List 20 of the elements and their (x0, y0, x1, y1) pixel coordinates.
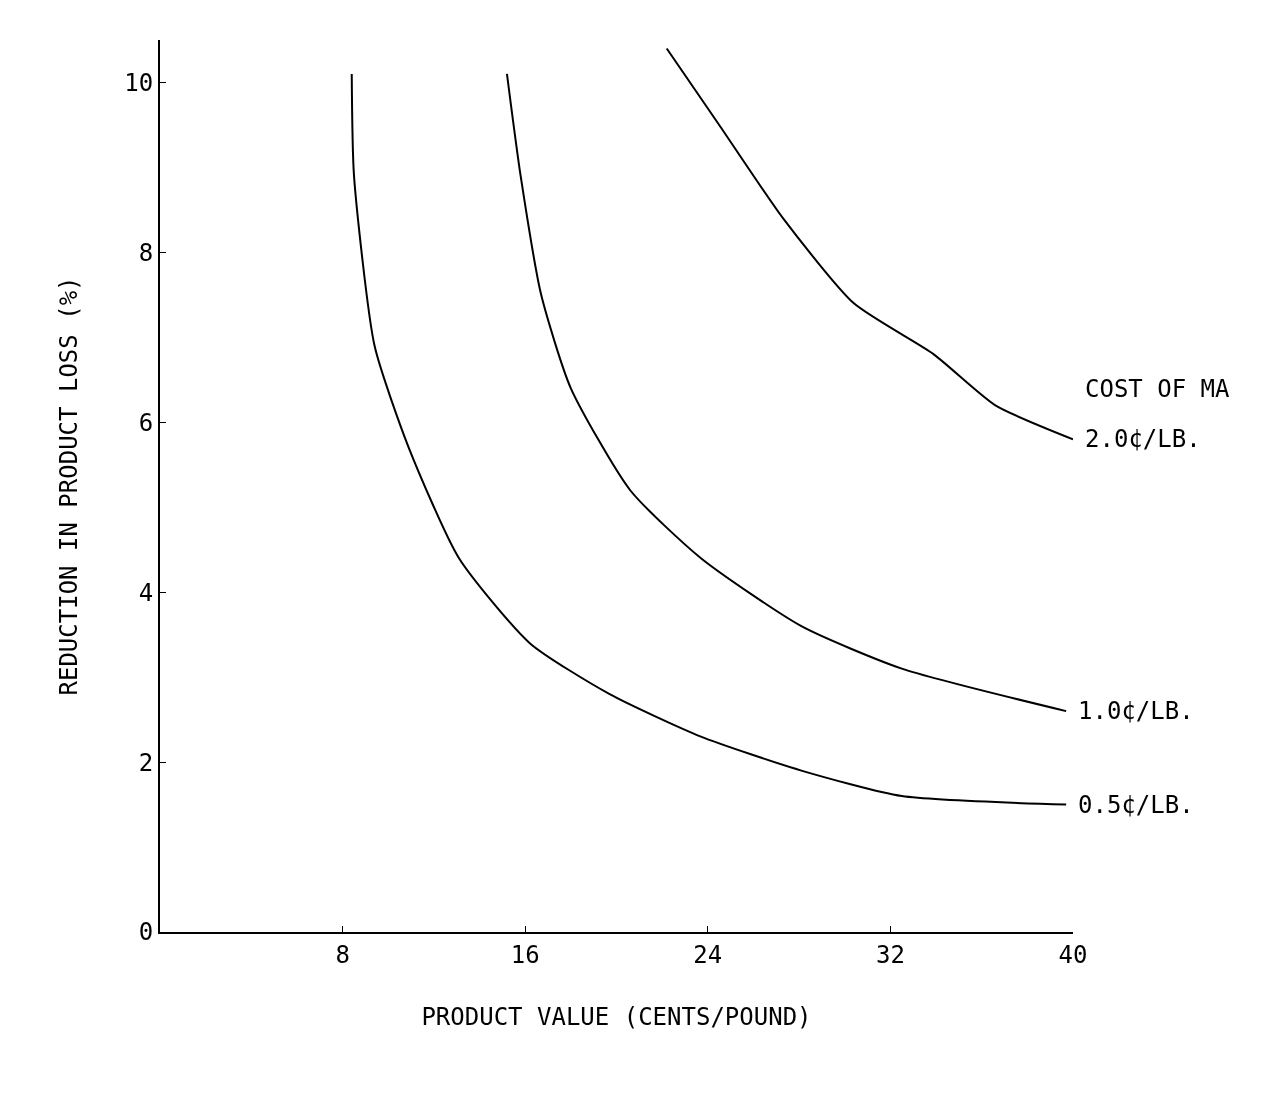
y-tick-label: 8 (138, 238, 154, 267)
line-series (505, 72, 1068, 713)
y-tick-label: 2 (138, 748, 154, 777)
text: COST OF MA (1085, 375, 1231, 403)
series-label: 0.5¢/LB. (1078, 791, 1194, 819)
y-tick-label: 4 (138, 578, 154, 607)
line-series (350, 72, 1068, 806)
x-tick-label: 16 (510, 940, 540, 969)
y-axis-title: REDUCTION IN PRODUCT LOSS (%) (54, 276, 83, 696)
x-tick-label: 8 (335, 940, 350, 969)
y-tick-label: 0 (138, 918, 154, 947)
x-tick-label: 40 (1058, 940, 1088, 969)
x-tick-label: 24 (693, 940, 723, 969)
x-axis-title: PRODUCT VALUE (CENTS/POUND) (421, 1002, 812, 1031)
series-label: 2.0¢/LB. (1085, 425, 1201, 453)
y-tick-label: 6 (138, 408, 154, 437)
line-series (665, 47, 1073, 441)
x-tick-label: 32 (875, 940, 905, 969)
series-label: 1.0¢/LB. (1078, 697, 1194, 725)
y-tick-label: 10 (124, 68, 154, 97)
